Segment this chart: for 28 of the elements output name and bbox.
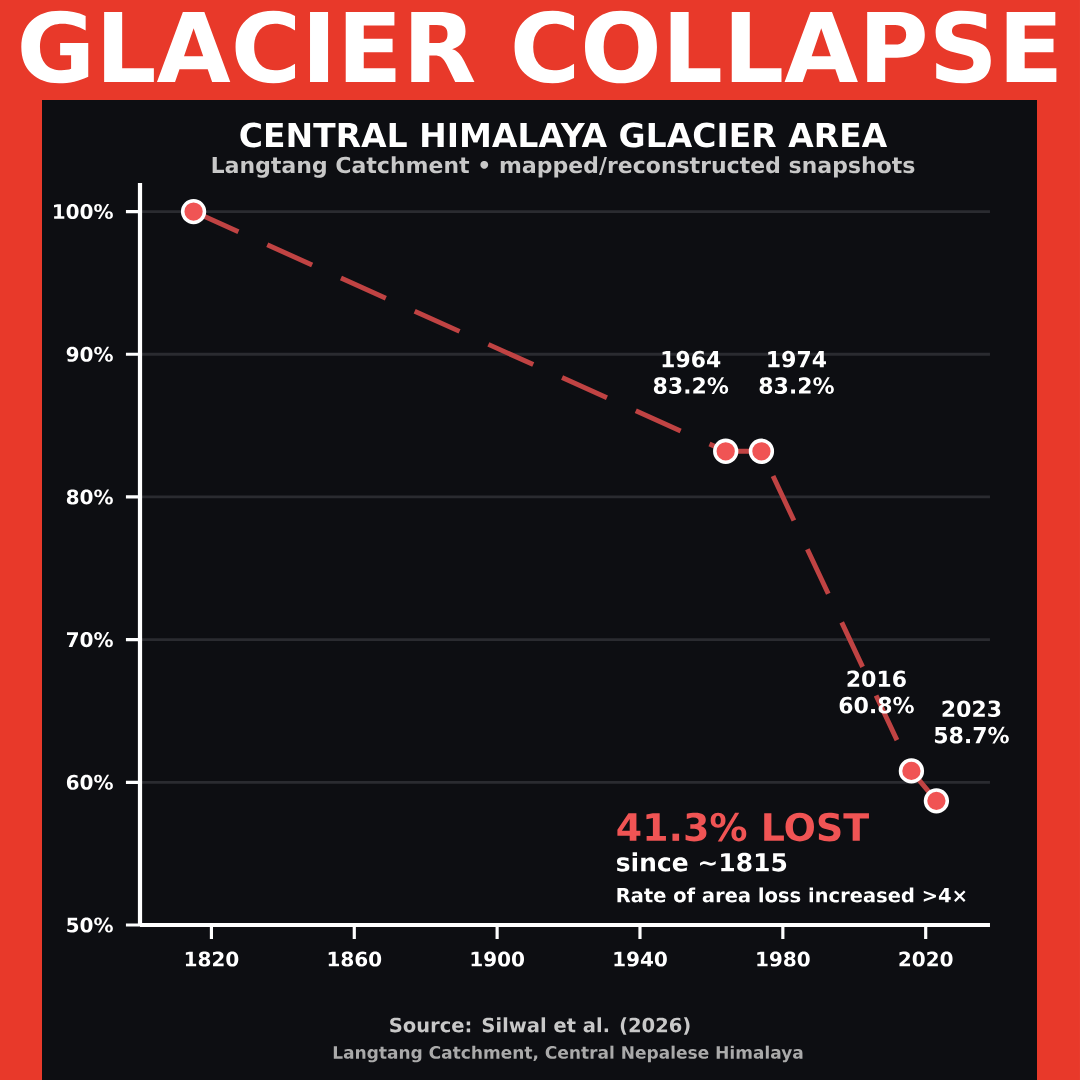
y-tick-label: 90% xyxy=(66,346,113,362)
point xyxy=(713,438,739,464)
y-tick-label: 50% xyxy=(67,917,113,933)
chart-title: GLACIER COLLAPSE xyxy=(21,10,1057,84)
x-tick-label: 1820 xyxy=(185,951,239,967)
chart-subtitle: CENTRAL HIMALAYA GLACIER AREA xyxy=(240,122,888,148)
point xyxy=(748,438,775,464)
source-note: Source: Silwal et al. (2026) xyxy=(390,1017,690,1035)
x-tick-label: 1940 xyxy=(614,951,667,967)
y-tick-label: 70% xyxy=(66,632,113,648)
point xyxy=(898,758,925,784)
x-tick-label: 1900 xyxy=(471,951,525,967)
y-tick-label: 60% xyxy=(66,774,113,790)
annotation: since ~1815 xyxy=(616,852,787,872)
x-tick-label: 1860 xyxy=(328,951,382,967)
point xyxy=(923,788,950,814)
x-tick-label: 1980 xyxy=(757,951,810,967)
annotation: 1964 83.2% xyxy=(653,350,729,394)
annotation: 1974 83.2% xyxy=(759,350,834,394)
y-tick-label: 80% xyxy=(66,489,113,505)
y-tick-label: 100% xyxy=(54,204,113,220)
point xyxy=(180,198,207,225)
text: Langtang Catchment, Central Nepalese Himalaya xyxy=(333,1045,803,1063)
annotation: Rate of area loss increased >4× xyxy=(617,887,966,903)
x-tick-label: 2020 xyxy=(899,951,953,967)
annotation: 2023 58.7% xyxy=(934,700,1009,744)
text: Langtang Catchment • mapped/reconstructed snapshots xyxy=(212,156,915,178)
annotation: 41.3% LOST xyxy=(617,812,869,842)
